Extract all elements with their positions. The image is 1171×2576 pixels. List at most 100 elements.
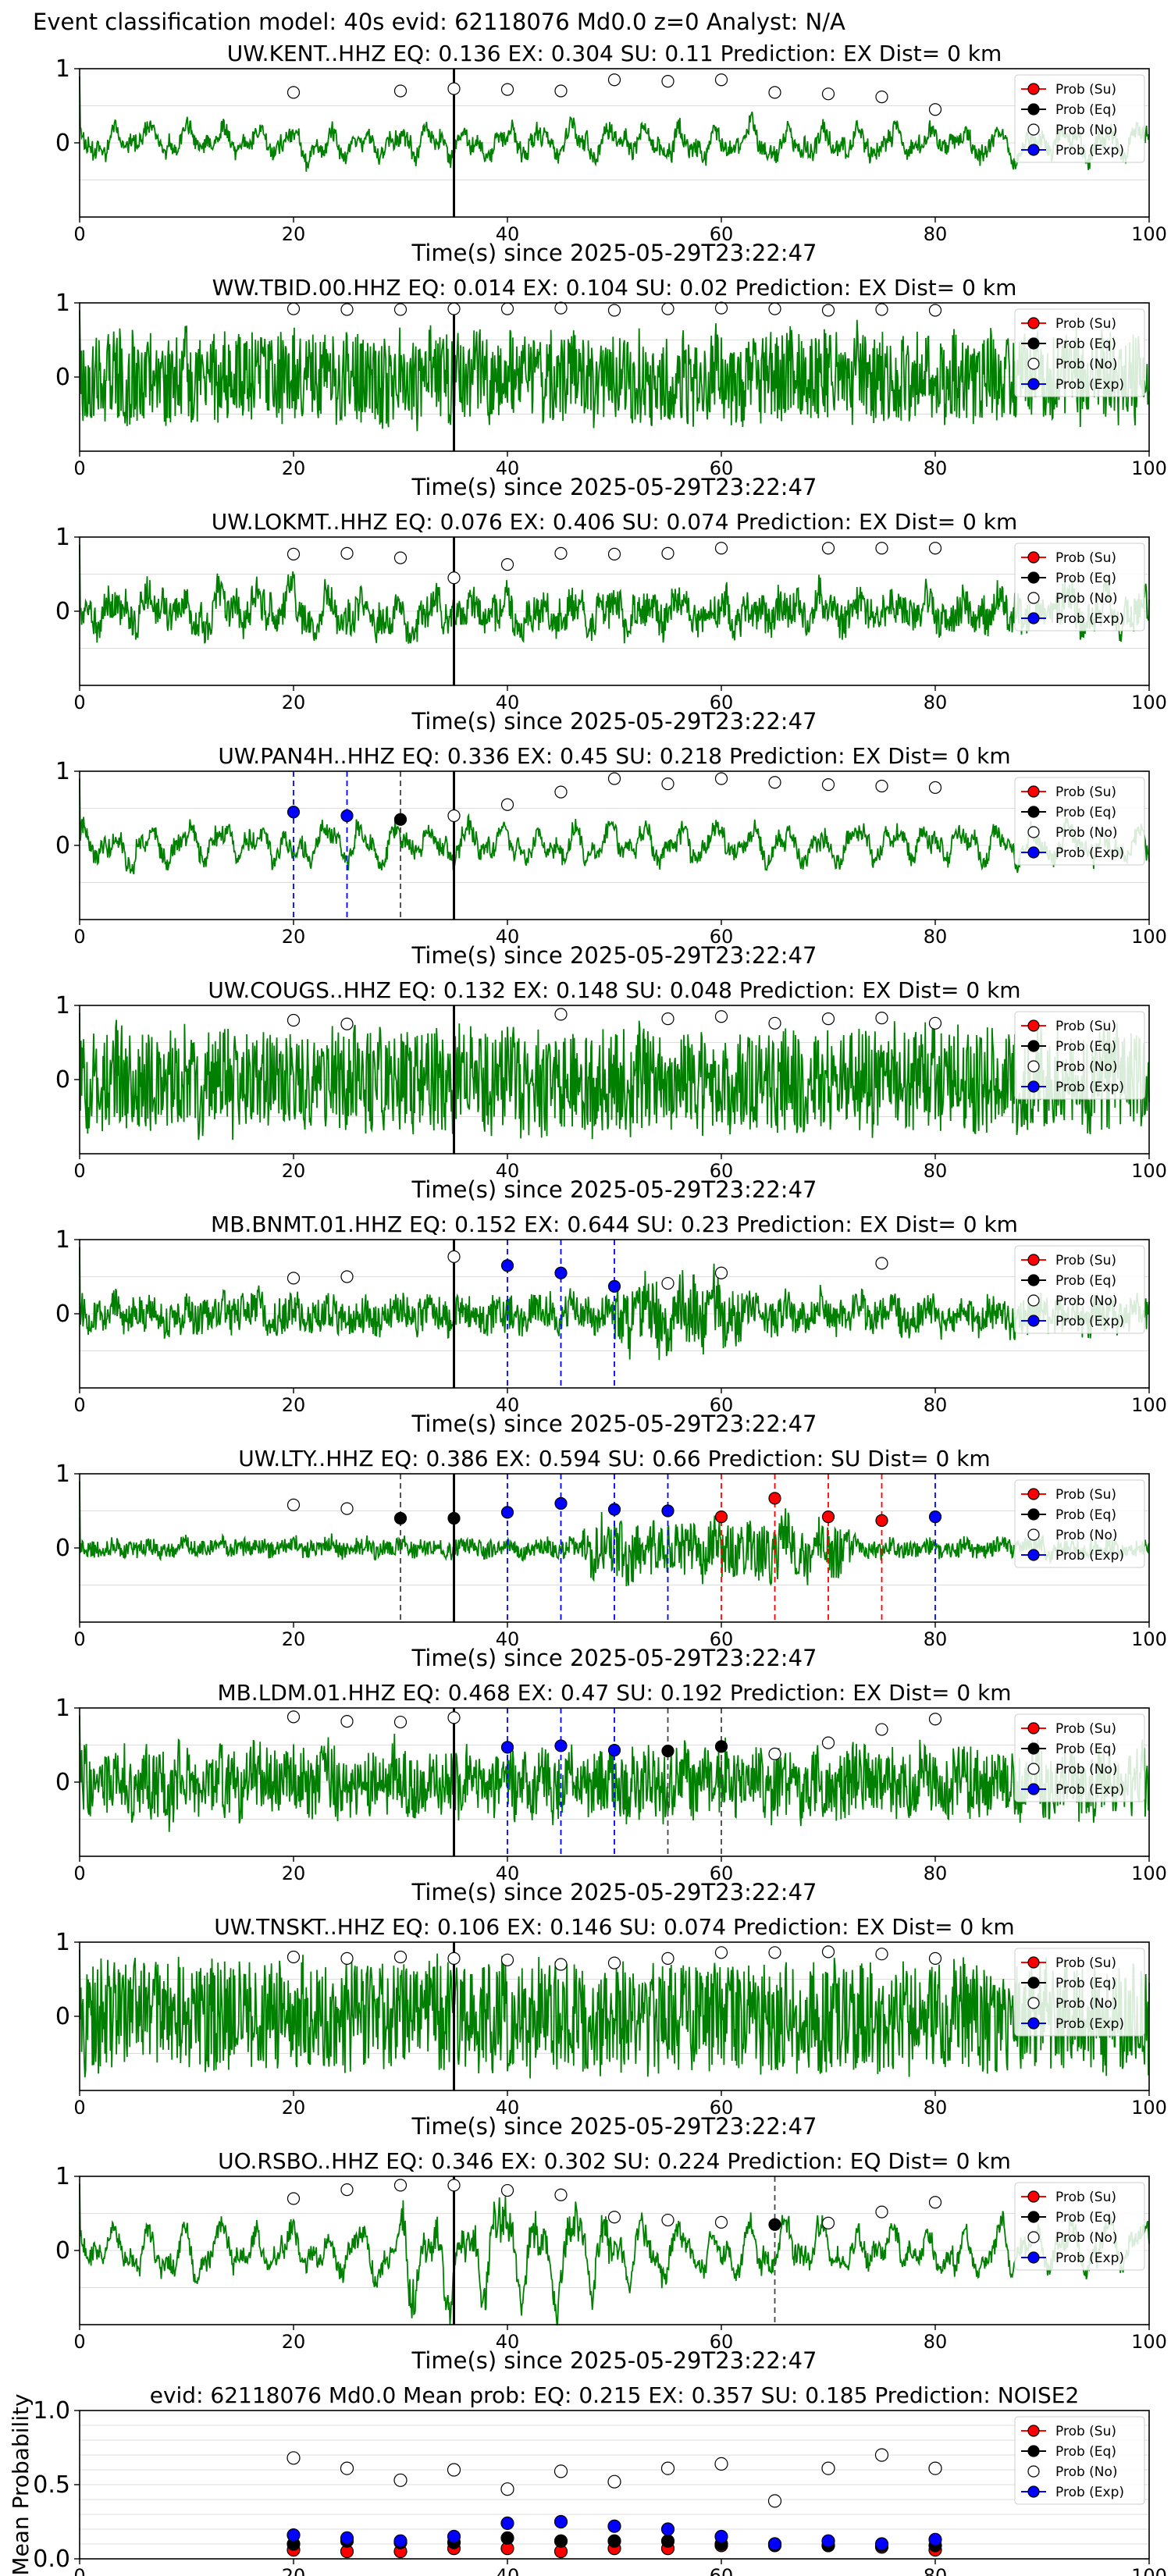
legend-label-su: Prob (Su) <box>1055 1955 1116 1971</box>
x-axis-label: Time(s) since 2025-05-29T23:22:47 <box>411 1176 817 1203</box>
prob-point-exp <box>554 1266 568 1279</box>
chart-panel-3: UW.LOKMT..HHZ EQ: 0.076 EX: 0.406 SU: 0.… <box>55 509 1167 735</box>
x-tick-label: 40 <box>496 457 520 479</box>
legend-box <box>1014 543 1145 632</box>
mean-prob-point-no <box>821 2461 835 2475</box>
legend-label-no: Prob (No) <box>1055 1059 1118 1075</box>
mean-prob-point-exp <box>553 2514 568 2529</box>
x-tick-label: 40 <box>496 1394 520 1416</box>
mean-prob-point-no <box>714 2457 728 2471</box>
mean-prob-point-exp <box>714 2529 728 2544</box>
legend-label-exp: Prob (Exp) <box>1055 143 1124 158</box>
prob-point-exp <box>607 1279 621 1293</box>
chart-panel-4: UW.PAN4H..HHZ EQ: 0.336 EX: 0.45 SU: 0.2… <box>55 743 1167 969</box>
x-tick-label: 40 <box>496 1628 520 1650</box>
prob-point-no <box>447 302 461 315</box>
x-axis-label: Time(s) since 2025-05-29T23:22:47 <box>411 708 817 735</box>
prob-point-no <box>928 2196 942 2209</box>
legend-box <box>1014 1948 1145 2037</box>
prob-point-eq <box>768 2218 781 2231</box>
prob-point-no <box>661 1276 674 1290</box>
x-tick-label: 100 <box>1131 2565 1167 2576</box>
prob-point-no <box>340 303 354 316</box>
legend-label-exp: Prob (Exp) <box>1055 845 1124 861</box>
x-axis-label: Time(s) since 2025-05-29T23:22:47 <box>411 1411 817 1437</box>
legend-swatch-su <box>1027 1956 1040 1969</box>
prob-point-no <box>607 1956 621 1969</box>
chart-panel-6: MB.BNMT.01.HHZ EQ: 0.152 EX: 0.644 SU: 0… <box>55 1212 1167 1437</box>
legend-swatch-su <box>1027 83 1040 95</box>
y-tick-label: 1 <box>55 2163 70 2190</box>
x-tick-label: 20 <box>282 926 306 948</box>
prob-point-no <box>875 1012 888 1025</box>
prob-point-no <box>607 2211 621 2224</box>
legend-box <box>1014 2416 1145 2505</box>
x-tick-label: 0 <box>73 1394 85 1416</box>
x-tick-label: 80 <box>924 1628 948 1650</box>
legend-label-eq: Prob (Eq) <box>1055 102 1116 118</box>
prob-point-no <box>875 2205 888 2218</box>
y-tick-label: 1 <box>55 1695 70 1722</box>
x-axis-label: Time(s) since 2025-05-29T23:22:47 <box>411 2347 817 2374</box>
legend-swatch-no <box>1027 1997 1040 2009</box>
x-tick-label: 100 <box>1131 2097 1167 2119</box>
legend-swatch-exp <box>1027 2251 1040 2264</box>
x-tick-label: 80 <box>924 2565 948 2576</box>
prob-point-eq <box>714 1740 728 1753</box>
prob-point-no <box>500 2183 514 2197</box>
legend-swatch-su <box>1027 1722 1040 1735</box>
legend-swatch-exp <box>1027 846 1040 859</box>
prob-point-no <box>393 2179 408 2192</box>
waveform-trace <box>79 2183 1150 2325</box>
x-tick-label: 100 <box>1131 692 1167 713</box>
prob-point-no <box>393 551 408 564</box>
prob-point-no <box>393 303 408 316</box>
legend-swatch-eq <box>1027 2445 1040 2457</box>
x-tick-label: 40 <box>496 223 520 245</box>
legend-box <box>1014 1479 1145 1568</box>
x-tick-label: 20 <box>282 1160 306 1182</box>
prob-point-no <box>607 304 621 317</box>
x-tick-label: 60 <box>710 2565 734 2576</box>
prob-point-no <box>447 1250 461 1263</box>
prob-point-no <box>661 546 674 560</box>
legend-box <box>1014 777 1145 866</box>
x-axis-label: Time(s) since 2025-05-29T23:22:47 <box>411 474 817 500</box>
legend-label-no: Prob (No) <box>1055 591 1118 607</box>
x-tick-label: 20 <box>282 2565 306 2576</box>
x-tick-label: 80 <box>924 926 948 948</box>
prob-point-no <box>287 302 301 315</box>
legend-label-eq: Prob (Eq) <box>1055 1507 1116 1523</box>
legend-label-su: Prob (Su) <box>1055 82 1116 98</box>
prob-point-no <box>340 546 354 560</box>
legend-swatch-su <box>1027 2190 1040 2203</box>
prob-point-no <box>928 103 942 116</box>
prob-point-no <box>821 542 835 555</box>
legend-label-exp: Prob (Exp) <box>1055 1314 1124 1329</box>
legend-label-exp: Prob (Exp) <box>1055 611 1124 627</box>
legend-swatch-eq <box>1027 2211 1040 2223</box>
legend-label-eq: Prob (Eq) <box>1055 1976 1116 1991</box>
prob-point-no <box>768 776 781 789</box>
prob-point-no <box>447 571 461 585</box>
legend-label-eq: Prob (Eq) <box>1055 805 1116 820</box>
x-tick-label: 0 <box>73 1863 85 1884</box>
mean-prob-point-exp <box>447 2529 461 2544</box>
x-tick-label: 40 <box>496 2331 520 2353</box>
prob-point-no <box>875 1948 888 1961</box>
legend-label-no: Prob (No) <box>1055 1996 1118 2012</box>
mean-prob-point-no <box>447 2463 461 2477</box>
prob-point-no <box>821 1945 835 1959</box>
legend-label-no: Prob (No) <box>1055 825 1118 841</box>
waveform-trace <box>79 1247 1150 1361</box>
prob-point-no <box>875 1723 888 1736</box>
legend-label-su: Prob (Su) <box>1055 1487 1116 1503</box>
chart-panel-9: UW.TNSKT..HHZ EQ: 0.106 EX: 0.146 SU: 0.… <box>55 1914 1167 2140</box>
prob-point-no <box>447 2179 461 2192</box>
prob-point-su <box>821 1510 835 1524</box>
mean-prob-point-exp <box>660 2522 675 2536</box>
legend-label-su: Prob (Su) <box>1055 550 1116 566</box>
prob-point-no <box>875 303 888 316</box>
legend-swatch-no <box>1027 123 1040 136</box>
legend-label-su: Prob (Su) <box>1055 2190 1116 2205</box>
